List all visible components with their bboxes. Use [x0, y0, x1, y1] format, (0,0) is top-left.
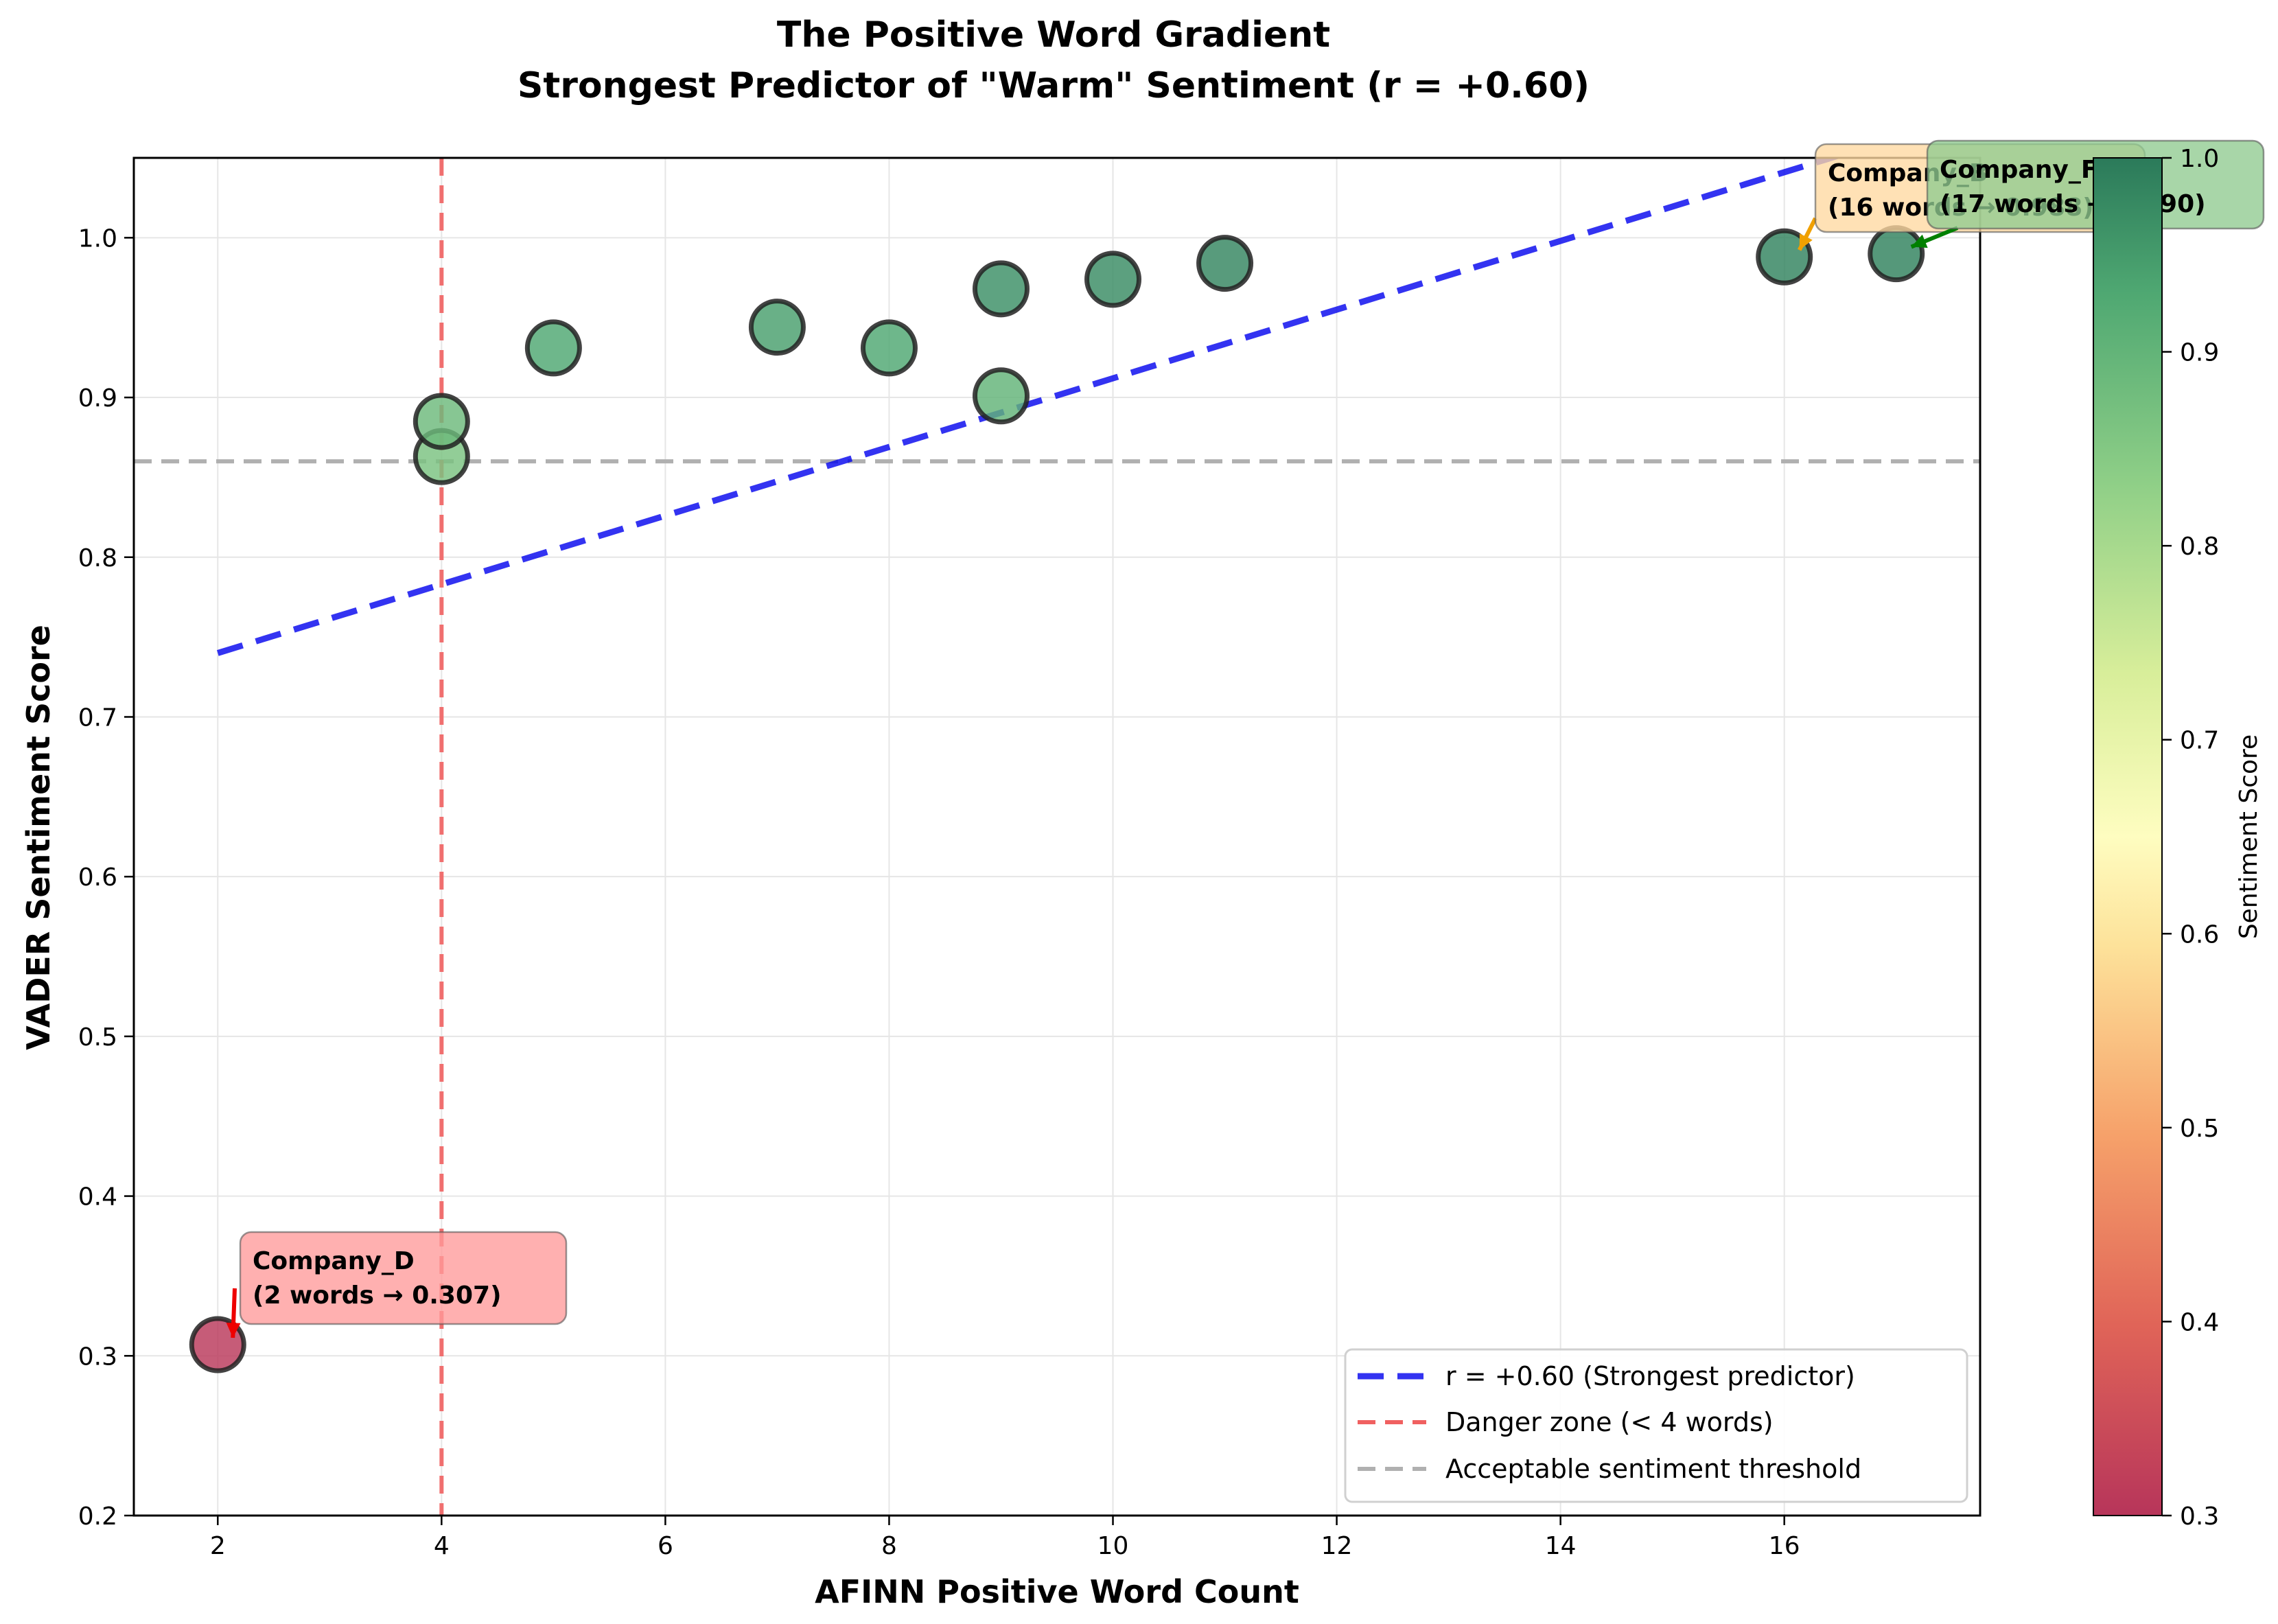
annotation-title: Company_F	[1940, 156, 2097, 184]
chart-title: The Positive Word Gradient	[777, 14, 1330, 56]
colorbar-tick-label: 0.9	[2180, 339, 2219, 367]
grid-lines	[134, 158, 1980, 1516]
x-tick-label: 4	[434, 1532, 450, 1560]
chart-subtitle: Strongest Predictor of "Warm" Sentiment …	[518, 65, 1590, 106]
trend-line	[216, 158, 1842, 656]
y-axis-label: VADER Sentiment Score	[20, 625, 57, 1050]
colorbar: 0.3 0.4 0.5 0.6 0.7 0.8 0.9 1.0 Sentiment Score	[2093, 145, 2263, 1531]
annotation-box	[239, 1231, 568, 1325]
x-tick-label: 10	[1097, 1532, 1129, 1560]
colorbar-label: Sentiment Score	[2235, 734, 2263, 939]
annotation-arrowhead	[1799, 233, 1813, 251]
data-point	[972, 367, 1030, 425]
y-tick-label: 0.8	[78, 544, 117, 572]
colorbar-tick-label: 0.3	[2180, 1503, 2219, 1531]
annotation-0: Company_D (2 words → 0.307)	[226, 1231, 568, 1338]
x-tick-label: 12	[1321, 1532, 1353, 1560]
annotation-detail: (2 words → 0.307)	[253, 1281, 502, 1310]
x-tick-label: 6	[658, 1532, 673, 1560]
y-tick-label: 0.5	[78, 1023, 117, 1052]
colorbar-tick-label: 1.0	[2180, 145, 2219, 173]
annotation-detail: (17 words → 0.990)	[1940, 190, 2206, 218]
annotation-arrowhead	[1911, 234, 1928, 248]
data-point	[1084, 251, 1142, 308]
annotation-title: Company_D	[253, 1247, 415, 1275]
annotation-arrowhead	[226, 1323, 241, 1338]
data-point	[748, 299, 806, 356]
colorbar-gradient	[2093, 157, 2163, 1516]
y-tick-label: 1.0	[78, 224, 117, 253]
x-tick-label: 16	[1769, 1532, 1800, 1560]
x-tick-label: 14	[1545, 1532, 1577, 1560]
plot-frame	[132, 156, 1981, 1517]
data-points	[189, 225, 1925, 1373]
y-axis-ticks: 0.2 0.3 0.4 0.5 0.6 0.7 0.8 0.9 1.0	[78, 224, 134, 1531]
legend-threshold-label: Acceptable sentiment threshold	[1445, 1454, 1861, 1484]
data-point	[1196, 235, 1254, 292]
legend-box	[1344, 1348, 1968, 1503]
data-point	[412, 393, 470, 450]
legend-danger-label: Danger zone (< 4 words)	[1445, 1407, 1774, 1437]
y-tick-label: 0.4	[78, 1183, 117, 1211]
colorbar-tick-label: 0.4	[2180, 1308, 2219, 1336]
colorbar-tick-label: 0.7	[2180, 727, 2219, 755]
colorbar-tick-label: 0.5	[2180, 1115, 2219, 1143]
colorbar-tick-label: 0.8	[2180, 533, 2219, 561]
y-tick-label: 0.7	[78, 704, 117, 732]
colorbar-ticks: 0.3 0.4 0.5 0.6 0.7 0.8 0.9 1.0	[2162, 145, 2219, 1531]
legend: r = +0.60 (Strongest predictor) Danger z…	[1344, 1348, 1968, 1503]
data-point	[1868, 225, 1925, 283]
x-axis-ticks: 2 4 6 8 10 12 14 16	[210, 1516, 1800, 1560]
colorbar-tick-label: 0.6	[2180, 920, 2219, 949]
y-tick-label: 0.9	[78, 384, 117, 413]
y-tick-label: 0.6	[78, 863, 117, 892]
x-tick-label: 8	[881, 1532, 897, 1560]
x-axis-label: AFINN Positive Word Count	[815, 1573, 1299, 1610]
y-tick-label: 0.3	[78, 1343, 117, 1371]
y-tick-label: 0.2	[78, 1503, 117, 1531]
data-point	[860, 319, 918, 377]
annotations: Company_D(2 words → 0.307)Company_B(16 w…	[226, 139, 2265, 1338]
x-tick-label: 2	[210, 1532, 226, 1560]
data-point	[524, 319, 582, 377]
legend-trend-label: r = +0.60 (Strongest predictor)	[1445, 1361, 1855, 1391]
data-point	[972, 260, 1030, 318]
data-point	[1756, 228, 1813, 286]
